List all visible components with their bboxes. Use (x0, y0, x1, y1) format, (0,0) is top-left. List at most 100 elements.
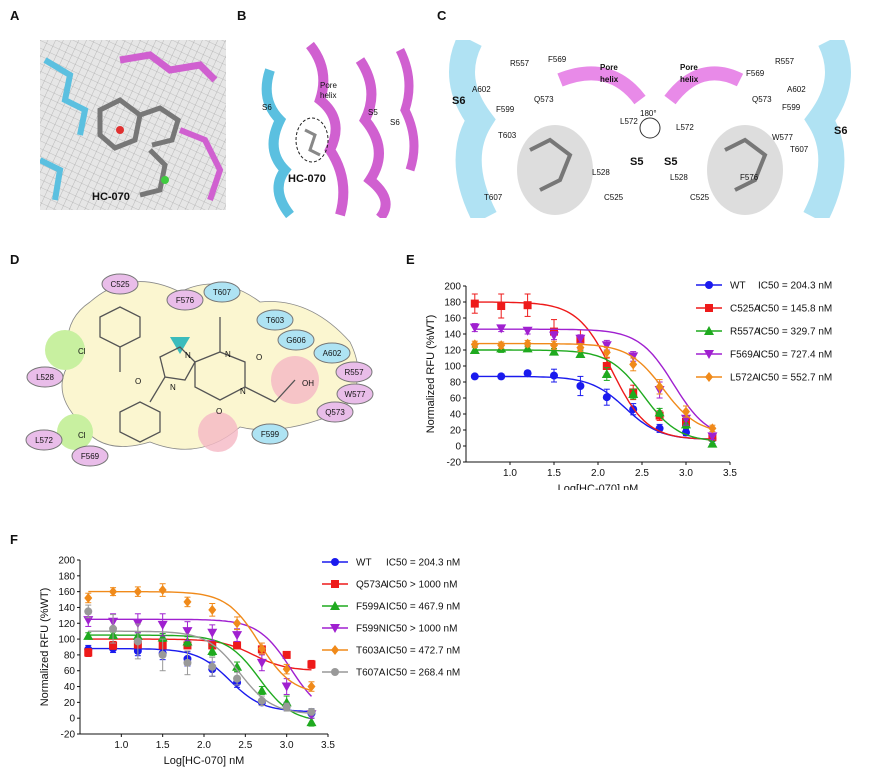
panel-c-svg: 180° R557 F569 Pore helix A602 S6 Q573 F… (449, 40, 851, 218)
chart-f-point (83, 616, 94, 626)
panel-c-right-ligand (724, 137, 768, 192)
chart-e-xtick-label: 2.5 (635, 468, 649, 479)
chart-f-ytick-label: 100 (58, 635, 75, 646)
chart-f-point (109, 641, 118, 650)
panel-d-atom-o-ether: O (135, 377, 141, 386)
panel-c-right-res-a602: A602 (787, 85, 806, 94)
panel-c-left-ligand (529, 137, 573, 192)
chart-f-point (233, 641, 242, 650)
chart-f-point (208, 662, 217, 671)
chart-e-point (654, 407, 665, 417)
chart-f-point (256, 658, 267, 668)
panel-d-molecule (99, 306, 296, 443)
panel-c-left-res-q573: Q573 (534, 95, 554, 104)
chart-e-point (549, 331, 559, 341)
chart-e-legend-name: WT (730, 281, 746, 292)
chart-f-point (158, 585, 167, 596)
chart-f-point (256, 685, 267, 695)
chart-e-legend-marker (705, 372, 713, 382)
panel-c-left-res-a602: A602 (472, 85, 491, 94)
panel-c-right-helix: helix (680, 75, 699, 84)
chart-f-ytick-label: 0 (69, 714, 75, 725)
panel-d-res-w577: W577 (345, 390, 366, 399)
panel-c-left-helix: helix (600, 75, 619, 84)
panel-b-pink-helix-3 (395, 47, 419, 172)
chart-e-point (682, 406, 690, 417)
panel-d-res-c525: C525 (110, 280, 130, 289)
chart-f-legend-name: T607A (356, 668, 386, 679)
chart-f-xlabel: Log[HC-070] nM (164, 755, 245, 767)
chart-f-point (233, 618, 242, 629)
chart-f-legend-marker (331, 645, 339, 655)
chart-f-point (306, 717, 317, 727)
chart-f-point (84, 592, 93, 603)
chart-e-point (602, 393, 611, 402)
panel-letter-d: D (10, 252, 20, 267)
panel-b-pink-helix-2 (355, 57, 391, 218)
chart-f-ytick-label: 80 (64, 650, 76, 661)
chart-f-xtick-label: 3.0 (280, 740, 294, 751)
chart-f-legend-marker (330, 624, 340, 633)
chart-f-legend-marker (330, 601, 340, 610)
chart-f-ytick-label: 180 (58, 571, 75, 582)
chart-f-point (133, 637, 142, 646)
panel-c-left-pore: Pore (600, 63, 618, 72)
chart-f-legend-name: F599A (356, 602, 386, 613)
chart-f-point (208, 604, 217, 615)
chart-f-legend-ic50: IC50 = 467.9 nM (386, 602, 460, 613)
chart-f-point (207, 645, 218, 655)
chart-e: -20 0 20 40 60 80 100 120 140 160 180 200 1.0 1.5 2.0 2… (425, 281, 832, 491)
chart-f-legend-ic50: IC50 > 1000 nM (386, 580, 457, 591)
panel-b-label-pore: Pore (320, 81, 337, 90)
panel-letter-a: A (10, 8, 20, 23)
chart-f-series-t603a (84, 583, 316, 692)
chart-f-point (109, 624, 118, 633)
chart-e-legend-ic50: IC50 = 204.3 nM (758, 281, 832, 292)
panel-c-right-res-f569: F569 (746, 69, 765, 78)
panel-b-label-s5: S5 (368, 108, 378, 117)
panel-c-rotation-label: 180° (640, 109, 657, 118)
panel-a-density-image: HC-070 (40, 40, 226, 210)
chart-e-point (629, 359, 638, 370)
chart-f-series-wt (84, 644, 316, 719)
chart-f-ytick-label: 120 (58, 619, 75, 630)
panel-a-ligand-label: HC-070 (92, 191, 130, 203)
chart-e-legend-ic50: IC50 = 727.4 nM (758, 350, 832, 361)
panel-letter-e: E (406, 252, 415, 267)
panel-c-right-res-w577: W577 (772, 133, 793, 142)
chart-f-point (233, 674, 242, 683)
chart-e-legend-marker (705, 281, 713, 289)
chart-e-legend-ic50: IC50 = 329.7 nM (758, 327, 832, 338)
chart-e-point (523, 369, 532, 378)
chart-e-point (469, 323, 480, 333)
chart-e-series-wt (470, 368, 717, 445)
panel-a-ligand-ring (97, 97, 143, 151)
panel-c-right-res-r557: R557 (775, 57, 795, 66)
panel-b-label-helix: helix (320, 91, 336, 100)
chart-e-point (576, 342, 585, 353)
chart-e-point (550, 371, 558, 380)
chart-e-legend-marker (704, 326, 714, 335)
chart-e-xtick-label: 3.5 (723, 468, 737, 479)
chart-e-curve-f569a (474, 328, 713, 430)
panel-a-chlorine (161, 176, 169, 184)
panel-letter-c: C (437, 8, 447, 23)
panel-c-right-res-t607: T607 (790, 145, 809, 154)
chart-e-ytick-label: 160 (444, 314, 461, 325)
panel-c-right-pore: Pore (680, 63, 698, 72)
panel-b-ligand-circle (295, 117, 329, 163)
panel-c-right-s5: S5 (664, 156, 677, 168)
panel-d-atom-oh: OH (302, 379, 314, 388)
chart-e-xtick-label: 2.0 (591, 468, 605, 479)
chart-e-ytick-label: 20 (450, 426, 462, 437)
panel-d-res-f569: F569 (81, 452, 100, 461)
chart-f-point (282, 664, 291, 675)
chart-f-legend-name: WT (356, 558, 372, 569)
panel-d-res-l528: L528 (36, 373, 54, 382)
chart-e-point (628, 389, 639, 398)
panel-d-res-f599: F599 (261, 430, 280, 439)
chart-f-legend-ic50: IC50 = 204.3 nM (386, 558, 460, 569)
panel-d-atom-o-1: O (256, 353, 262, 362)
chart-f-point (232, 661, 243, 671)
chart-f-ytick-label: 140 (58, 603, 75, 614)
